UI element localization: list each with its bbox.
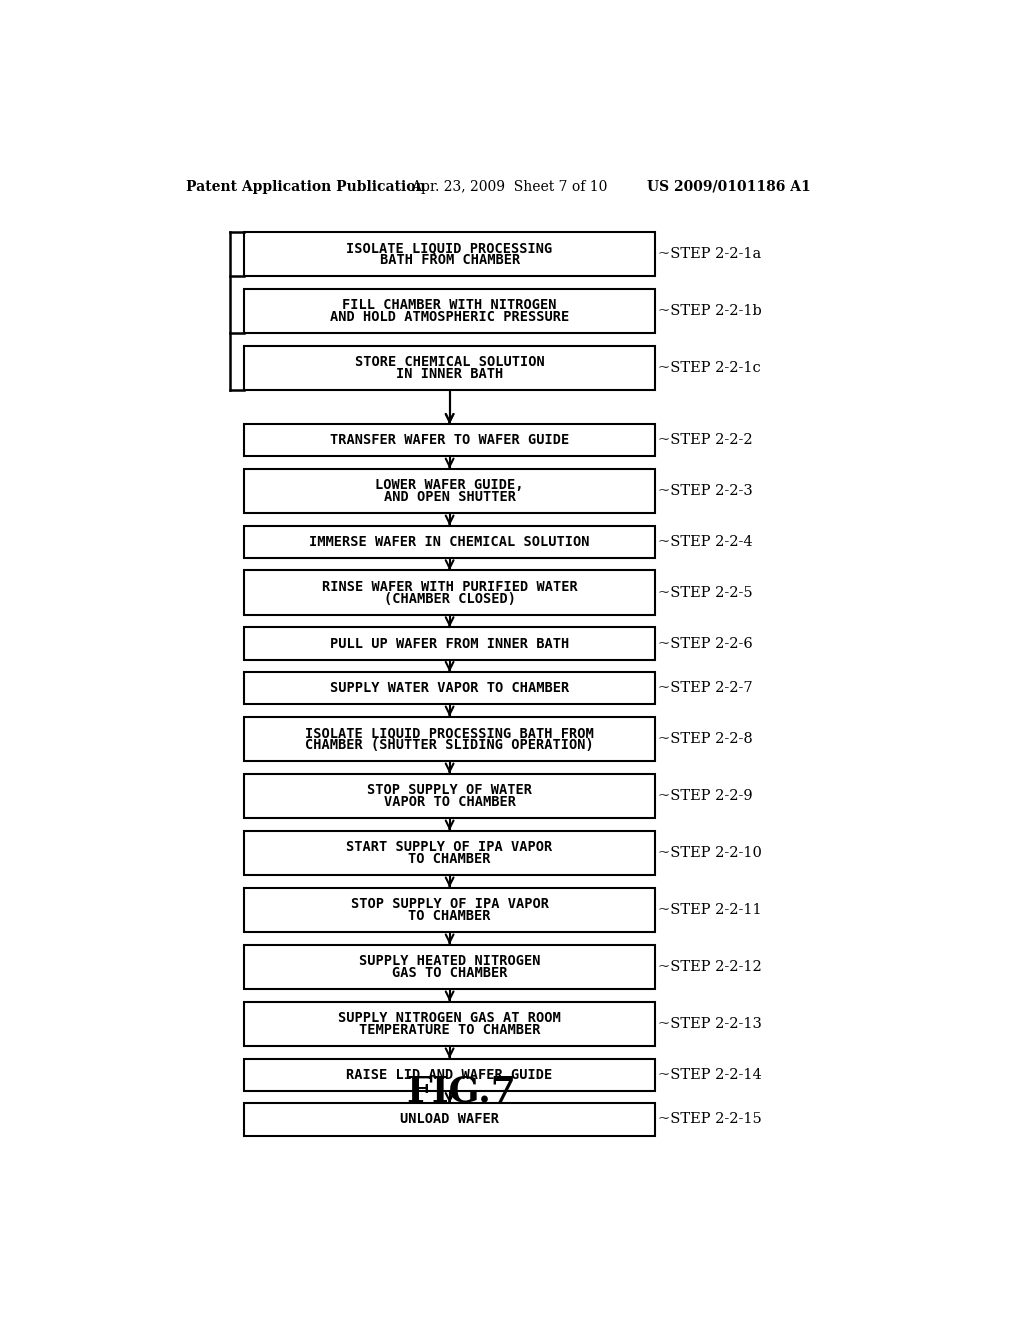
Bar [245,346,655,391]
Bar [245,945,655,989]
Text: FILL CHAMBER WITH NITROGEN: FILL CHAMBER WITH NITROGEN [342,298,557,312]
Text: ~STEP 2-2-13: ~STEP 2-2-13 [658,1016,762,1031]
Text: AND HOLD ATMOSPHERIC PRESSURE: AND HOLD ATMOSPHERIC PRESSURE [330,310,569,323]
Text: TRANSFER WAFER TO WAFER GUIDE: TRANSFER WAFER TO WAFER GUIDE [330,433,569,447]
Bar [245,570,655,615]
Bar [245,424,655,457]
Bar [245,1059,655,1090]
Text: ~STEP 2-2-3: ~STEP 2-2-3 [658,484,753,498]
Text: SUPPLY NITROGEN GAS AT ROOM: SUPPLY NITROGEN GAS AT ROOM [338,1011,561,1026]
Text: START SUPPLY OF IPA VAPOR: START SUPPLY OF IPA VAPOR [346,840,553,854]
Text: VAPOR TO CHAMBER: VAPOR TO CHAMBER [384,795,516,809]
Text: ~STEP 2-2-15: ~STEP 2-2-15 [658,1113,762,1126]
Text: ~STEP 2-2-6: ~STEP 2-2-6 [658,636,753,651]
Text: UNLOAD WAFER: UNLOAD WAFER [400,1113,499,1126]
Text: CHAMBER (SHUTTER SLIDING OPERATION): CHAMBER (SHUTTER SLIDING OPERATION) [305,738,594,752]
Bar [245,1002,655,1047]
Text: TO CHAMBER: TO CHAMBER [409,851,490,866]
Text: SUPPLY WATER VAPOR TO CHAMBER: SUPPLY WATER VAPOR TO CHAMBER [330,681,569,696]
Text: ~STEP 2-2-11: ~STEP 2-2-11 [658,903,762,917]
Text: ~STEP 2-2-12: ~STEP 2-2-12 [658,960,762,974]
Text: ~STEP 2-2-8: ~STEP 2-2-8 [658,733,753,746]
Text: ISOLATE LIQUID PROCESSING: ISOLATE LIQUID PROCESSING [346,242,553,255]
Bar [245,1104,655,1135]
Text: PULL UP WAFER FROM INNER BATH: PULL UP WAFER FROM INNER BATH [330,636,569,651]
Text: ~STEP 2-2-14: ~STEP 2-2-14 [658,1068,762,1081]
Text: ~STEP 2-2-5: ~STEP 2-2-5 [658,586,753,599]
Text: ISOLATE LIQUID PROCESSING BATH FROM: ISOLATE LIQUID PROCESSING BATH FROM [305,726,594,741]
Text: ~STEP 2-2-1c: ~STEP 2-2-1c [658,360,761,375]
Text: LOWER WAFER GUIDE,: LOWER WAFER GUIDE, [376,478,524,492]
Bar [245,627,655,660]
Text: BATH FROM CHAMBER: BATH FROM CHAMBER [380,252,520,267]
Text: AND OPEN SHUTTER: AND OPEN SHUTTER [384,490,516,504]
Bar [245,774,655,818]
Text: FIG.7: FIG.7 [407,1074,516,1109]
Text: Apr. 23, 2009  Sheet 7 of 10: Apr. 23, 2009 Sheet 7 of 10 [411,180,607,194]
Text: STOP SUPPLY OF IPA VAPOR: STOP SUPPLY OF IPA VAPOR [350,898,549,911]
Text: SUPPLY HEATED NITROGEN: SUPPLY HEATED NITROGEN [358,954,541,968]
Text: ~STEP 2-2-1a: ~STEP 2-2-1a [658,247,762,261]
Bar [245,672,655,705]
Text: TO CHAMBER: TO CHAMBER [409,908,490,923]
Text: US 2009/0101186 A1: US 2009/0101186 A1 [647,180,811,194]
Text: TEMPERATURE TO CHAMBER: TEMPERATURE TO CHAMBER [358,1023,541,1036]
Bar [245,717,655,762]
Text: ~STEP 2-2-10: ~STEP 2-2-10 [658,846,762,859]
Text: ~STEP 2-2-4: ~STEP 2-2-4 [658,535,753,549]
Text: IN INNER BATH: IN INNER BATH [396,367,503,380]
Bar [245,231,655,276]
Text: STORE CHEMICAL SOLUTION: STORE CHEMICAL SOLUTION [354,355,545,370]
Text: STOP SUPPLY OF WATER: STOP SUPPLY OF WATER [368,783,532,797]
Text: ~STEP 2-2-9: ~STEP 2-2-9 [658,789,753,803]
Text: RAISE LID AND WAFER GUIDE: RAISE LID AND WAFER GUIDE [346,1068,553,1081]
Bar [245,469,655,513]
Text: (CHAMBER CLOSED): (CHAMBER CLOSED) [384,591,516,606]
Text: ~STEP 2-2-1b: ~STEP 2-2-1b [658,304,762,318]
Text: Patent Application Publication: Patent Application Publication [186,180,426,194]
Bar [245,289,655,333]
Text: ~STEP 2-2-7: ~STEP 2-2-7 [658,681,753,696]
Text: GAS TO CHAMBER: GAS TO CHAMBER [392,966,507,979]
Text: RINSE WAFER WITH PURIFIED WATER: RINSE WAFER WITH PURIFIED WATER [322,579,578,594]
Bar [245,887,655,932]
Bar [245,830,655,875]
Bar [245,525,655,558]
Text: ~STEP 2-2-2: ~STEP 2-2-2 [658,433,753,447]
Text: IMMERSE WAFER IN CHEMICAL SOLUTION: IMMERSE WAFER IN CHEMICAL SOLUTION [309,535,590,549]
